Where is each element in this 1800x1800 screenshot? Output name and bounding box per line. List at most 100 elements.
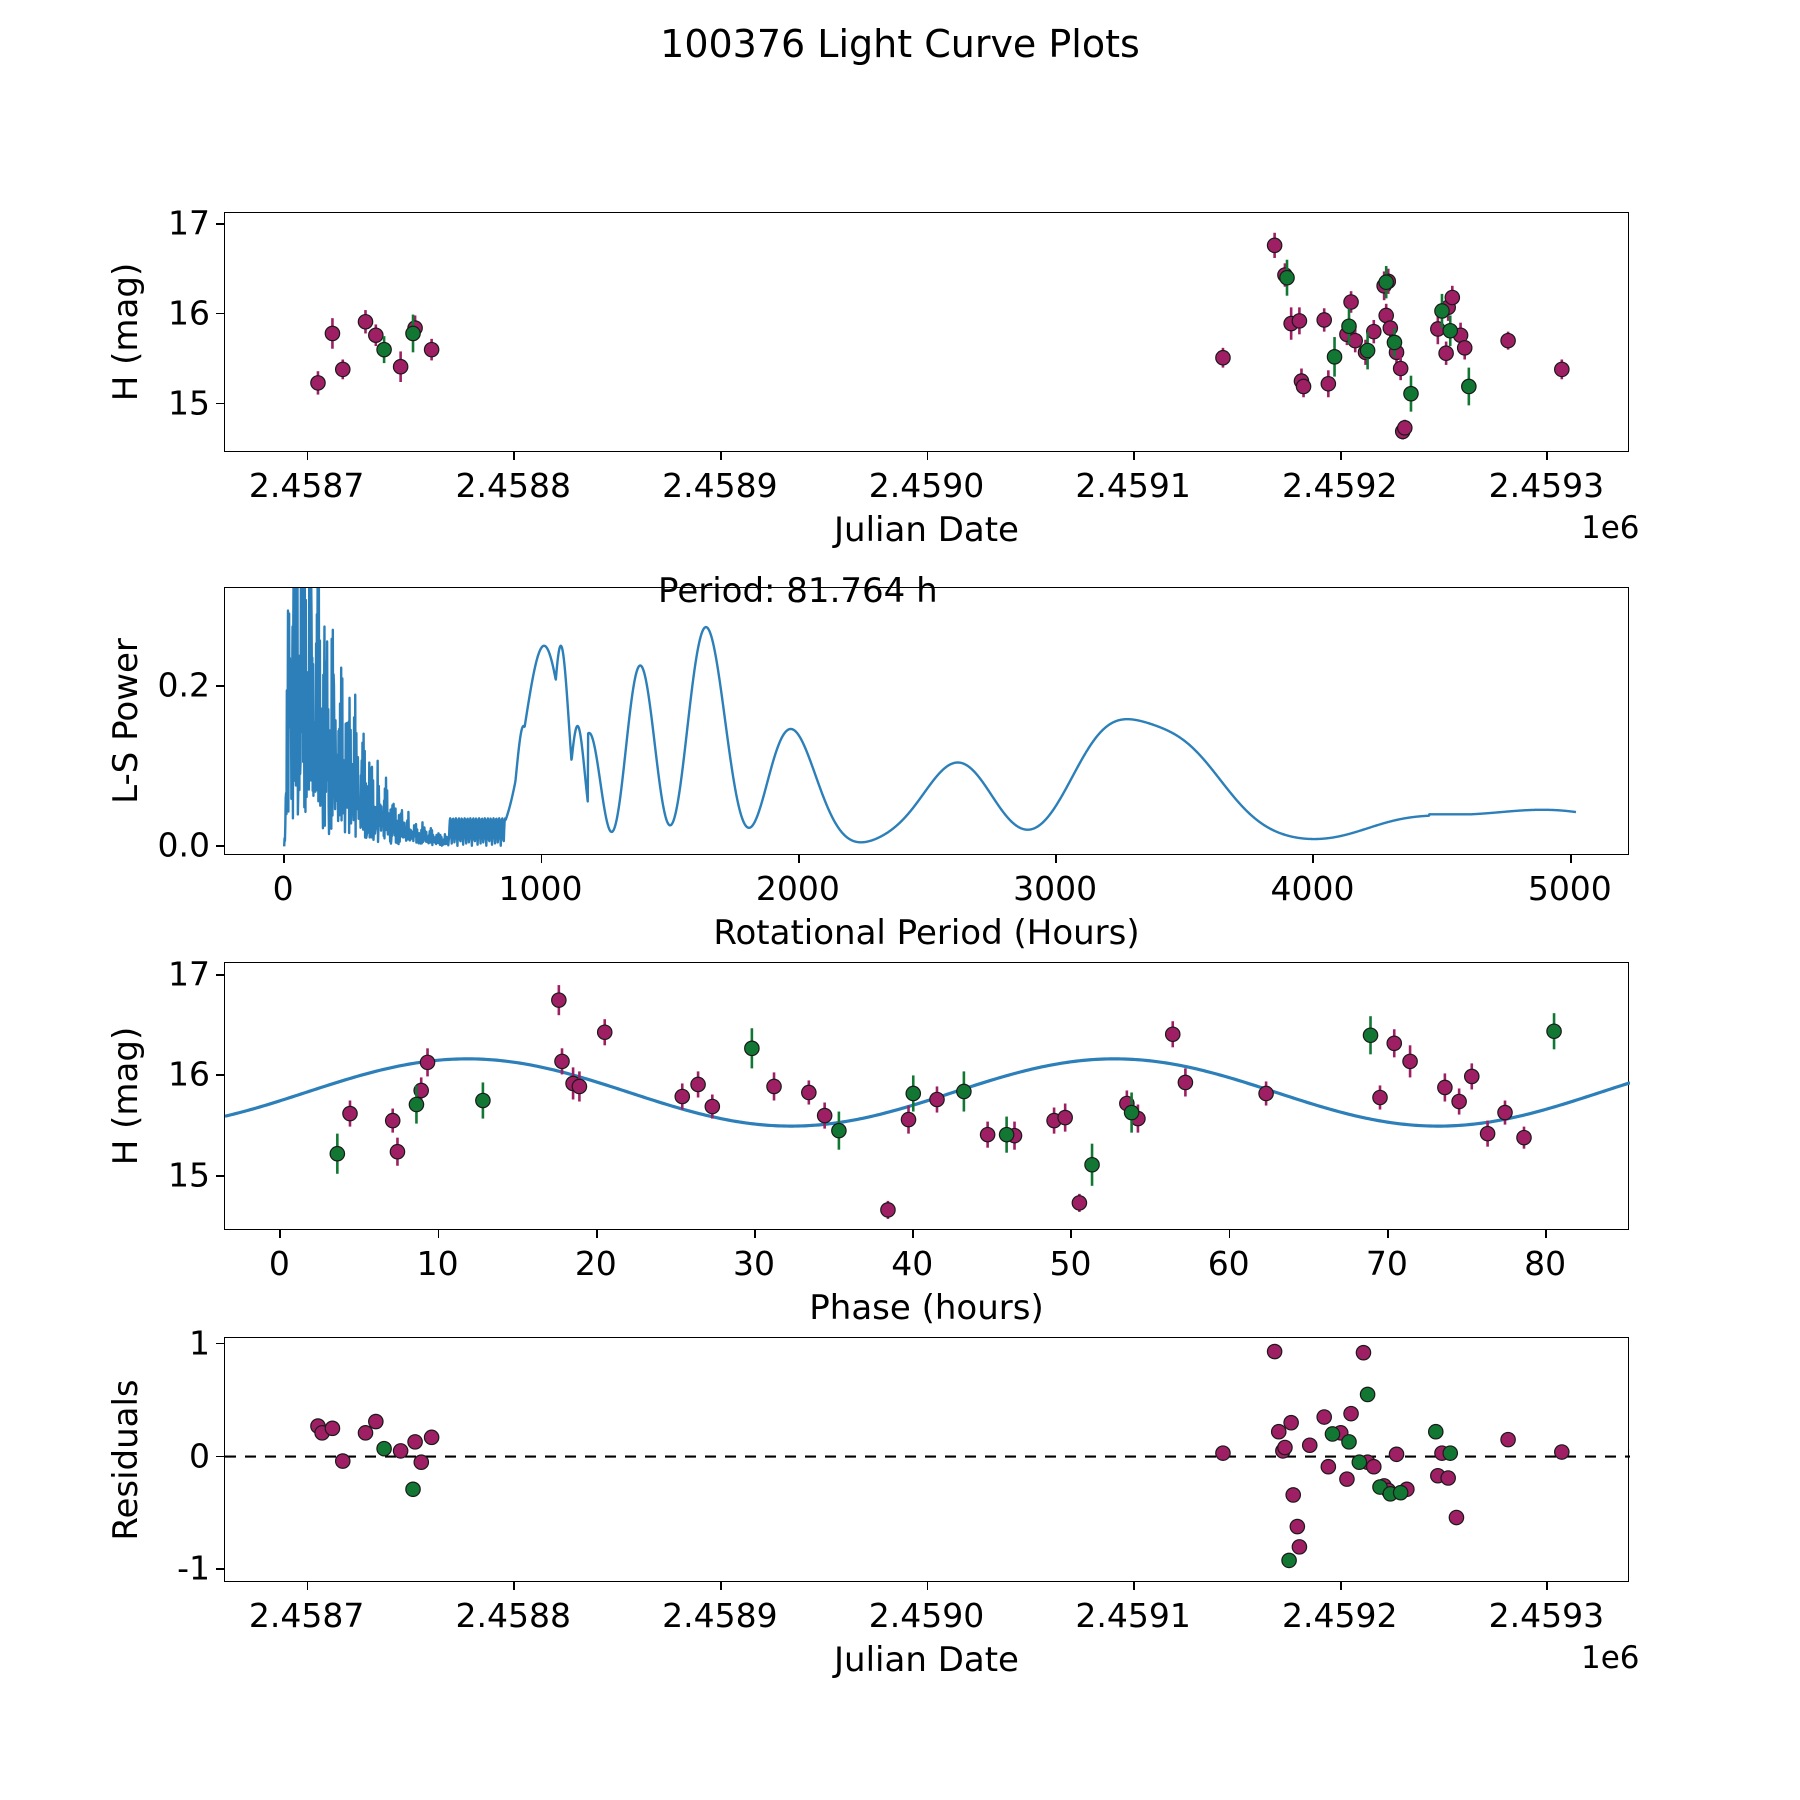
x-tick-label: 50 <box>1049 1244 1092 1283</box>
x-tick-label: 2.4592 <box>1282 1596 1398 1635</box>
data-point <box>408 1096 425 1113</box>
x-tick-mark <box>1569 855 1572 863</box>
data-point <box>419 1054 436 1071</box>
y-tick-label: 17 <box>168 954 210 994</box>
data-point <box>1403 385 1419 402</box>
x-tick-label: 2.4588 <box>455 466 571 505</box>
data-point <box>1396 420 1413 436</box>
series-magenta-band <box>310 1343 1570 1555</box>
data-point <box>1343 294 1359 310</box>
x-tick-mark <box>926 1582 929 1590</box>
data-point <box>1215 349 1231 366</box>
data-point <box>1365 1458 1382 1475</box>
data-point <box>1270 1423 1287 1440</box>
x-tick-mark <box>797 855 800 863</box>
panel-phasefold-plot-area <box>225 985 1630 1219</box>
data-point <box>1266 237 1283 254</box>
panel-periodogram-plot-area <box>282 588 1577 847</box>
x-tick-label: 30 <box>733 1244 776 1283</box>
x-tick-label: 2.4589 <box>662 466 778 505</box>
x-tick-mark <box>1339 452 1342 460</box>
data-point <box>329 1145 346 1162</box>
x-tick-label: 20 <box>574 1244 617 1283</box>
x-tick-label: 2.4593 <box>1488 466 1605 505</box>
y-tick-label: 1 <box>189 1323 210 1363</box>
panel-lightcurve-x-offset-text: 1e6 <box>1581 510 1640 546</box>
x-tick-label: 80 <box>1524 1244 1567 1283</box>
data-point <box>596 1024 613 1041</box>
x-tick-label: 2.4590 <box>868 1596 985 1635</box>
data-point <box>1341 1434 1357 1450</box>
data-point <box>1283 1414 1299 1431</box>
data-point <box>571 1078 588 1095</box>
data-point <box>376 341 392 358</box>
y-tick-mark <box>216 974 224 976</box>
data-point <box>1215 1445 1231 1461</box>
data-point <box>1071 1195 1088 1211</box>
data-point <box>1339 1471 1355 1487</box>
x-tick-label: 10 <box>416 1244 459 1283</box>
data-point <box>368 327 384 344</box>
data-point <box>357 313 374 330</box>
x-tick-label: 2.4593 <box>1488 1596 1605 1635</box>
x-tick-label: 2.4587 <box>248 1596 365 1635</box>
x-tick-label: 2.4592 <box>1282 466 1398 505</box>
data-point <box>1164 1026 1181 1043</box>
data-point <box>1355 1344 1372 1361</box>
periodogram-trace <box>282 588 1577 847</box>
data-point <box>979 1126 996 1143</box>
data-point <box>1388 1446 1405 1463</box>
x-tick-mark <box>595 1230 598 1238</box>
data-point <box>1123 1104 1140 1121</box>
data-point <box>1516 1129 1532 1146</box>
x-tick-label: 60 <box>1207 1244 1250 1283</box>
data-point <box>1289 1518 1306 1535</box>
panel-residuals-xlabel: Julian Date <box>834 1640 1019 1680</box>
data-point <box>1440 1470 1456 1486</box>
panel-lightcurve-plot-area <box>310 232 1570 440</box>
data-point <box>1281 1552 1297 1569</box>
data-point <box>1316 312 1333 328</box>
data-point <box>905 1085 922 1102</box>
data-point <box>1442 1445 1459 1461</box>
x-tick-mark <box>754 1230 756 1238</box>
x-tick-label: 40 <box>891 1244 934 1283</box>
data-point <box>1258 1085 1274 1102</box>
x-tick-mark <box>1312 855 1315 863</box>
data-point <box>1301 1437 1318 1454</box>
data-point <box>423 341 440 358</box>
data-point <box>1343 1405 1359 1422</box>
y-tick-label: 0 <box>189 1436 210 1476</box>
data-point <box>1392 360 1409 377</box>
panel-phasefold-xlabel: Phase (hours) <box>809 1288 1044 1328</box>
x-tick-mark <box>1386 1230 1389 1238</box>
data-point <box>1554 1444 1570 1460</box>
data-point <box>1500 1431 1516 1448</box>
data-point <box>1386 1035 1403 1052</box>
data-point <box>554 1053 570 1070</box>
data-point <box>1497 1104 1513 1121</box>
data-point <box>816 1107 833 1124</box>
x-tick-label: 2.4587 <box>248 466 365 505</box>
series-magenta-band <box>342 985 1532 1219</box>
data-point <box>1359 1386 1376 1403</box>
data-point <box>1378 274 1394 291</box>
data-point <box>704 1098 721 1115</box>
x-tick-label: 5000 <box>1527 869 1612 908</box>
x-tick-label: 2.4591 <box>1075 466 1191 505</box>
panel-residuals-ylabel: Residuals <box>106 1378 146 1541</box>
data-point <box>342 1105 358 1122</box>
x-tick-mark <box>719 1582 722 1590</box>
data-point <box>1320 375 1337 392</box>
data-point <box>475 1092 491 1109</box>
panel-periodogram-annotation: Period: 81.764 h <box>658 570 938 611</box>
x-tick-label: 0 <box>268 1244 290 1283</box>
data-point <box>1057 1109 1073 1126</box>
data-point <box>384 1112 401 1129</box>
data-point <box>423 1429 440 1446</box>
data-point <box>551 992 567 1008</box>
data-point <box>1456 340 1473 356</box>
x-tick-label: 2.4591 <box>1075 1596 1191 1635</box>
y-tick-mark <box>216 845 224 848</box>
